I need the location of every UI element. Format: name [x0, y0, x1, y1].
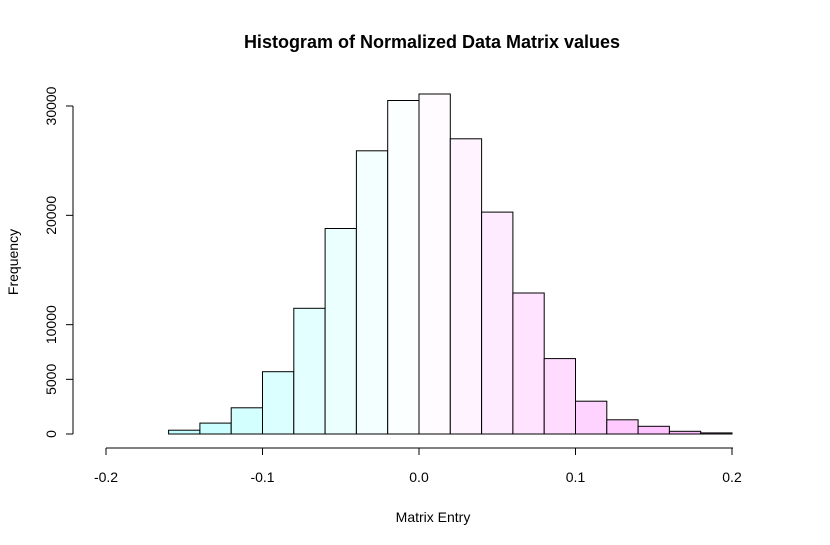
histogram-bar-13 — [575, 400, 608, 435]
histogram-bar-6 — [355, 150, 389, 435]
histogram-bar-17 — [700, 432, 733, 435]
histogram-bar-1 — [199, 422, 232, 435]
x-axis-label: Matrix Entry — [396, 509, 471, 525]
histogram-bar-7 — [387, 100, 420, 435]
histogram-bar-15 — [637, 425, 670, 435]
y-tick-label-4: 30000 — [43, 86, 59, 125]
y-axis-ticks: 0 5000 10000 20000 30000 — [43, 86, 73, 438]
y-tick-label-3: 20000 — [43, 196, 59, 235]
histogram-bar-12 — [543, 358, 577, 435]
histogram-bar-9 — [449, 138, 483, 435]
y-tick-label-0: 0 — [43, 430, 59, 438]
histogram-bar-2 — [230, 407, 263, 435]
chart-title: Histogram of Normalized Data Matrix valu… — [244, 32, 620, 52]
x-axis-ticks: -0.2 -0.1 0.0 0.1 0.2 — [94, 448, 742, 485]
x-tick-label-1: -0.1 — [250, 469, 274, 485]
y-tick-label-2: 10000 — [43, 305, 59, 344]
histogram-bar-8 — [418, 93, 451, 435]
x-tick-label-2: 0.0 — [409, 469, 429, 485]
histogram-bar-10 — [481, 211, 514, 435]
y-tick-label-1: 5000 — [43, 364, 59, 395]
histogram-bar-3 — [262, 371, 295, 435]
y-axis-label: Frequency — [5, 229, 21, 295]
histogram-bar-4 — [293, 307, 326, 435]
histogram-bar-11 — [512, 292, 545, 435]
histogram-bar-5 — [324, 228, 357, 435]
histogram-bar-0 — [168, 429, 201, 435]
x-tick-label-0: -0.2 — [94, 469, 118, 485]
x-tick-label-4: 0.2 — [722, 469, 742, 485]
histogram-bar-14 — [606, 419, 639, 435]
histogram-bars — [168, 93, 733, 435]
histogram-bar-16 — [668, 430, 702, 435]
x-tick-label-3: 0.1 — [566, 469, 586, 485]
